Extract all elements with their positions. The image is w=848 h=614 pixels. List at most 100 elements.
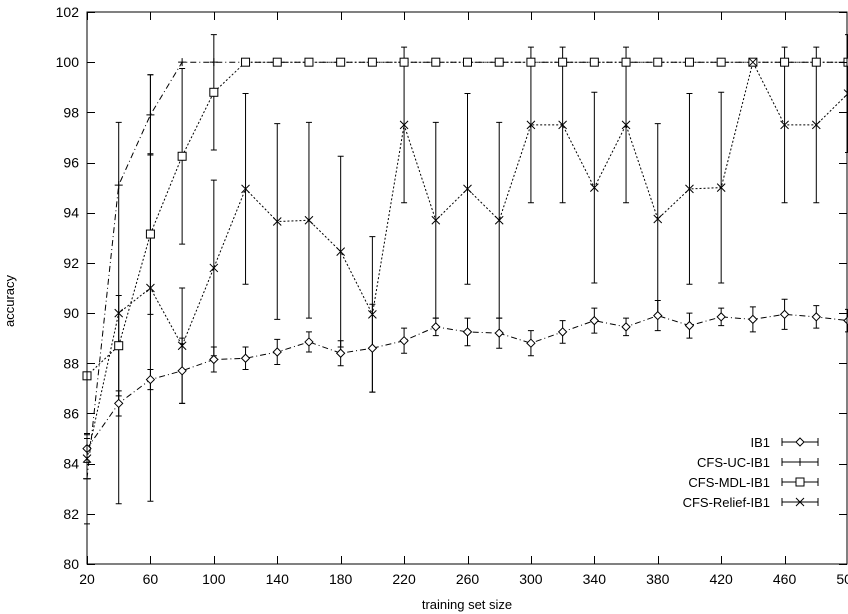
point-cfs-relief-ib1 <box>431 215 441 225</box>
point-cfs-relief-ib1 <box>653 214 663 224</box>
y-axis-title: accuracy <box>2 274 17 327</box>
point-cfs-mdl-ib1 <box>621 57 631 67</box>
point-ib1 <box>557 327 568 337</box>
point-cfs-mdl-ib1 <box>684 57 694 67</box>
point-cfs-relief-ib1 <box>463 184 472 194</box>
y-tick-label: 100 <box>56 54 80 70</box>
point-ib1 <box>431 322 441 332</box>
point-cfs-mdl-ib1 <box>653 57 663 67</box>
point-cfs-mdl-ib1 <box>494 57 504 67</box>
y-tick-label: 92 <box>63 255 79 271</box>
legend-marker-cfs-uc-ib1 <box>796 458 804 466</box>
legend: IB1 CFS-UC-IB1 CFS-MDL-IB1 CFS-Relief-IB1 <box>683 435 819 510</box>
point-cfs-mdl-ib1 <box>304 57 314 67</box>
y-tick-label: 102 <box>56 4 80 20</box>
legend-label-cfs-relief-ib1: CFS-Relief-IB1 <box>683 495 770 510</box>
point-ib1 <box>114 398 124 409</box>
point-ib1 <box>589 315 600 326</box>
x-tick-label: 340 <box>583 571 607 587</box>
point-cfs-mdl-ib1 <box>145 229 155 239</box>
errorbar-cfs-relief-ib1 <box>845 34 848 154</box>
point-cfs-relief-ib1 <box>589 183 599 192</box>
point-cfs-mdl-ib1 <box>526 57 536 67</box>
markers-layer <box>82 57 848 483</box>
point-cfs-mdl-ib1 <box>399 57 409 67</box>
point-cfs-mdl-ib1 <box>463 57 472 67</box>
point-cfs-uc-ib1 <box>178 58 187 67</box>
point-ib1 <box>304 337 314 347</box>
point-cfs-mdl-ib1 <box>716 57 726 67</box>
point-cfs-relief-ib1 <box>368 309 377 319</box>
y-tick-label: 86 <box>63 405 79 421</box>
point-ib1 <box>621 322 631 332</box>
point-ib1 <box>779 309 790 320</box>
x-tick-label: 300 <box>519 571 543 587</box>
point-cfs-uc-ib1 <box>114 181 123 190</box>
point-ib1 <box>653 310 663 321</box>
x-tick-label: 460 <box>773 571 797 587</box>
errorbars-layer <box>84 34 848 525</box>
legend-marker-ib1 <box>795 437 805 447</box>
x-tick-label: 140 <box>266 571 290 587</box>
y-tick-label: 96 <box>63 155 79 171</box>
point-cfs-mdl-ib1 <box>558 57 568 67</box>
errorbar-ib1 <box>845 308 848 333</box>
point-cfs-mdl-ib1 <box>241 57 251 67</box>
point-cfs-relief-ib1 <box>843 89 848 98</box>
point-ib1 <box>716 312 726 322</box>
y-tick-label: 84 <box>63 456 79 472</box>
y-tick-label: 80 <box>63 556 79 572</box>
point-cfs-relief-ib1 <box>811 120 821 130</box>
y-tick-label: 90 <box>63 305 79 321</box>
y-tick-label: 88 <box>63 355 79 371</box>
x-tick-label: 500 <box>836 571 848 587</box>
point-cfs-relief-ib1 <box>685 184 694 194</box>
x-tick-label: 180 <box>329 571 353 587</box>
point-cfs-relief-ib1 <box>209 263 219 273</box>
point-cfs-relief-ib1 <box>114 308 124 318</box>
point-ib1 <box>177 366 187 376</box>
legend-marker-cfs-mdl-ib1 <box>795 477 805 487</box>
point-cfs-mdl-ib1 <box>114 341 124 351</box>
point-cfs-relief-ib1 <box>526 120 536 130</box>
point-cfs-mdl-ib1 <box>589 57 599 67</box>
x-axis-title: training set size <box>422 597 512 612</box>
x-tick-label: 220 <box>392 571 416 587</box>
legend-label-cfs-uc-ib1: CFS-UC-IB1 <box>697 455 770 470</box>
point-ib1 <box>748 314 758 325</box>
point-cfs-uc-ib1 <box>209 58 218 67</box>
point-ib1 <box>399 335 409 346</box>
point-cfs-relief-ib1 <box>780 120 789 130</box>
legend-label-cfs-mdl-ib1: CFS-MDL-IB1 <box>688 475 770 490</box>
axes-layer: 20 60 100 140 180 220 260 300 340 380 420 460 500 80 8… <box>56 4 848 587</box>
point-cfs-mdl-ib1 <box>780 57 790 67</box>
plot-frame <box>86 11 848 565</box>
point-ib1 <box>462 327 473 337</box>
point-cfs-relief-ib1 <box>304 215 314 225</box>
point-cfs-relief-ib1 <box>241 184 250 194</box>
x-tick-label: 20 <box>79 571 95 587</box>
point-cfs-relief-ib1 <box>494 215 504 225</box>
point-ib1 <box>209 354 219 365</box>
point-ib1 <box>811 312 821 322</box>
point-cfs-uc-ib1 <box>146 110 155 119</box>
point-ib1 <box>240 353 251 363</box>
point-cfs-relief-ib1 <box>399 120 409 130</box>
point-cfs-relief-ib1 <box>558 120 567 130</box>
x-tick-label: 100 <box>202 571 226 587</box>
x-tick-label: 60 <box>143 571 159 587</box>
point-cfs-mdl-ib1 <box>431 57 441 67</box>
x-tick-label: 380 <box>646 571 670 587</box>
point-cfs-relief-ib1 <box>748 57 758 67</box>
point-ib1 <box>494 328 504 338</box>
point-cfs-relief-ib1 <box>336 247 346 256</box>
point-cfs-mdl-ib1 <box>177 151 187 161</box>
point-ib1 <box>145 374 156 385</box>
point-cfs-relief-ib1 <box>146 283 155 293</box>
x-tick-label: 420 <box>709 571 733 587</box>
point-ib1 <box>367 343 378 353</box>
point-cfs-mdl-ib1 <box>811 57 821 67</box>
y-tick-label: 94 <box>63 205 79 221</box>
